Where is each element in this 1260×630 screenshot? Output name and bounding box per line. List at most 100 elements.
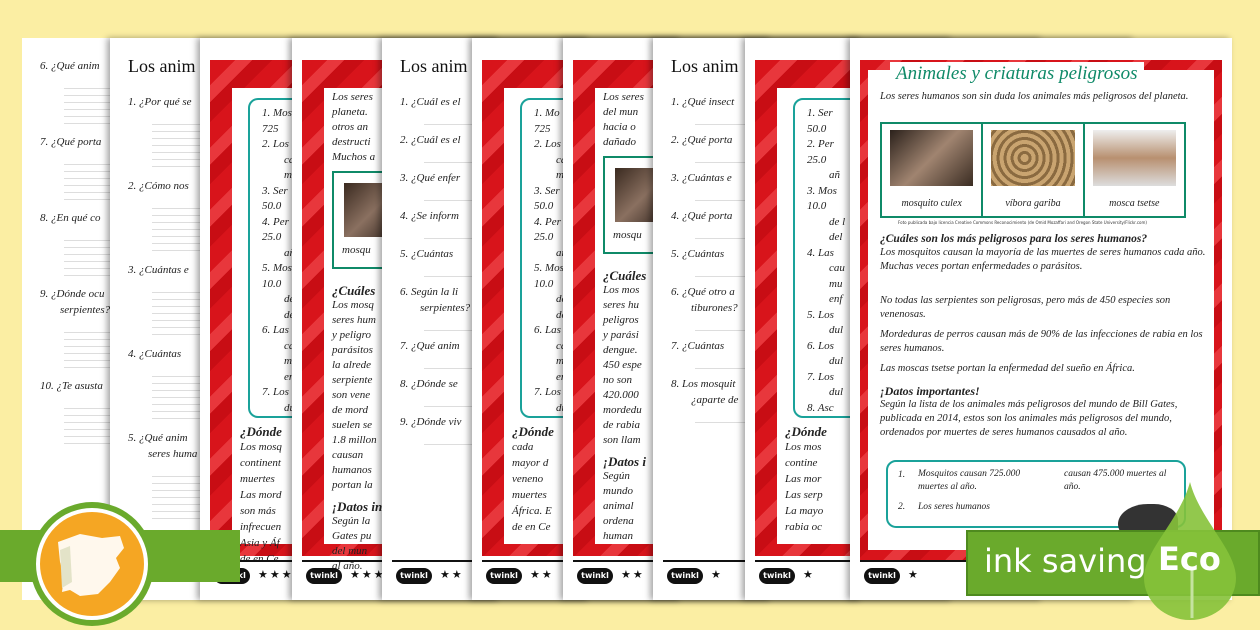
list-line: de l [829, 215, 846, 228]
animal-card: mosca tsetse [1082, 124, 1184, 216]
question: 7. ¿Cuántas [671, 340, 725, 352]
body-line: y peligro [332, 329, 371, 341]
list-line: 7. Los [807, 370, 834, 383]
facts-line: mundo [603, 485, 633, 497]
body-line: ¿Cuáles [603, 268, 647, 283]
list-line: 4. Las [807, 246, 834, 259]
question: 1. ¿Por qué se [128, 96, 192, 108]
twinkl-logo: twinkl [759, 568, 795, 584]
list-line: 50.0 [534, 200, 554, 212]
facts-line: al año. [332, 560, 363, 572]
body-line: de rabia [603, 419, 640, 431]
body-line: contine [785, 457, 818, 469]
photo-caption: mosqu [342, 244, 371, 256]
eco-drop-icon [1144, 482, 1236, 620]
body-line: muertes [240, 473, 275, 485]
body-line: África. E [512, 505, 552, 517]
paragraph: Las moscas tsetse portan la enfermedad d… [880, 363, 1135, 374]
photo-caption: mosqu [613, 229, 642, 241]
question: 6. Según la li [400, 286, 459, 298]
body-line: son vene [332, 389, 371, 401]
body-line: muertes [512, 489, 547, 501]
intro-line: otros an [332, 121, 368, 133]
animal-photos: mosquito culex víbora gariba mosca tsetse [880, 122, 1186, 218]
twinkl-logo: twinkl [486, 568, 522, 584]
question: 1. ¿Qué insect [671, 96, 735, 108]
question: 1. ¿Cuál es el [400, 96, 461, 108]
list-line: dul [829, 355, 844, 367]
body-line: Los mos [785, 441, 822, 453]
body-line: dengue. [603, 344, 638, 356]
question: serpientes? [60, 304, 111, 316]
body-line: de en Ce [512, 521, 551, 533]
facts-line: Según la [332, 515, 371, 527]
eco-label: Eco [1158, 540, 1221, 578]
twinkl-logo: twinkl [864, 568, 900, 584]
body-line: Las mord [240, 489, 282, 501]
list-line: 7. Los [262, 386, 289, 398]
animal-card: víbora gariba [981, 124, 1082, 216]
animal-name: víbora gariba [1005, 198, 1061, 209]
list-line: 3. Mos [807, 184, 837, 197]
body-line: de mord [332, 404, 368, 416]
animal-card: mosquito culex [882, 124, 981, 216]
rank-text: causan 475.000 muertes al año. [1064, 469, 1167, 492]
question: 5. ¿Qué anim [128, 432, 188, 444]
difficulty-stars: ★ [908, 568, 920, 581]
list-line: 50.0 [262, 200, 282, 212]
list-line: añ [284, 246, 295, 259]
body-line: y parási [603, 329, 639, 341]
body-line: Las mor [785, 473, 822, 485]
list-line: añ [829, 169, 840, 181]
red-frame: Animales y criaturas peligrosos Los seres… [860, 60, 1222, 560]
list-line: 25.0 [807, 153, 827, 166]
facts-line: ¡Datos in [332, 499, 383, 514]
body-line: 450 espe [603, 359, 642, 371]
list-line: 5. Mos [262, 262, 292, 274]
question: 4. ¿Qué porta [671, 210, 733, 222]
body-line: Los mosq [240, 441, 282, 453]
question: ¿aparte de [691, 394, 739, 406]
list-line: 5. Los [807, 308, 834, 321]
worksheet-title: Los anim [128, 56, 196, 76]
facts-line: ¡Datos i [603, 454, 646, 469]
rank-num: 2. [898, 502, 906, 512]
question: 2. ¿Cuál es el [400, 134, 461, 146]
difficulty-stars: ★ [803, 568, 815, 581]
list-line: mu [829, 277, 843, 290]
intro-line: Los seres [332, 91, 373, 103]
twinkl-logo: twinkl [667, 568, 703, 584]
list-line: 25.0 [534, 231, 554, 243]
list-line: 2. Los [262, 138, 289, 150]
list-line: 6. Las [262, 324, 289, 336]
body-line: parásitos [332, 344, 373, 356]
body-line: ¿Cuáles [332, 283, 376, 298]
worksheet-page[interactable]: Animales y criaturas peligrosos Los seres… [850, 38, 1232, 600]
question: 6. ¿Qué anim [40, 60, 100, 72]
body-line: Asia y Áf [240, 537, 280, 549]
list-line: 8. Asc [807, 401, 834, 414]
list-line: 7. Los [534, 386, 561, 398]
list-line: dul [829, 386, 844, 398]
rank-text: Mosquitos causan 725.000 muertes al año. [918, 469, 1021, 492]
facts-line: animal [603, 500, 634, 512]
list-line: 1. Mo [534, 107, 560, 119]
body-line: son llam [603, 434, 641, 446]
question: 5. ¿Cuántas [671, 248, 725, 260]
question: 3. ¿Cuántas e [128, 264, 189, 276]
question: 3. ¿Qué enfer [400, 172, 461, 184]
list-line: 10.0 [262, 277, 282, 290]
question: 8. Los mosquit [671, 378, 736, 390]
difficulty-stars: ★★ [440, 568, 464, 581]
animal-name: mosca tsetse [1109, 198, 1160, 209]
facts-text: Según la lista de los animales más pelig… [880, 399, 1178, 438]
twinkl-logo: twinkl [577, 568, 613, 584]
frame-content: Animales y criaturas peligrosos Los seres… [868, 62, 1214, 550]
ink-saving-label: ink saving [984, 542, 1147, 580]
question: 8. ¿Dónde se [400, 378, 458, 390]
body-line: de en Ce [240, 553, 279, 565]
intro-line: hacia o [603, 121, 636, 133]
rank-num: 1. [898, 470, 906, 480]
question: 8. ¿En qué co [40, 212, 101, 224]
list-line: 6. Los [807, 339, 834, 352]
